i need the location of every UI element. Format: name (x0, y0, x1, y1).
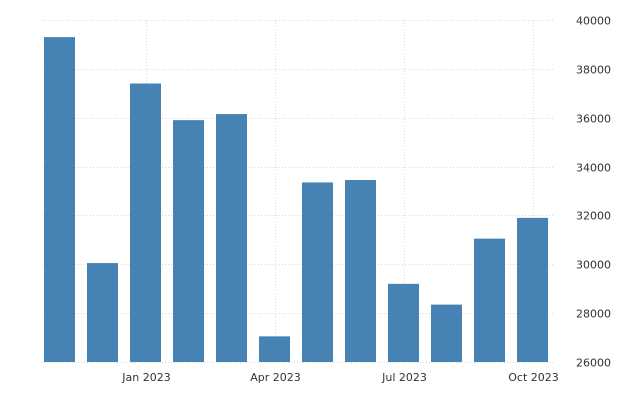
bar-2023-10 (517, 217, 548, 362)
x-tick-label: Jan 2023 (121, 371, 170, 384)
x-axis-labels: Jan 2023 Apr 2023 Jul 2023 Oct 2023 (121, 371, 558, 384)
bar-2022-11 (44, 37, 75, 362)
y-tick-label: 34000 (576, 162, 611, 175)
y-tick-label: 40000 (576, 15, 611, 28)
bar-2023-06 (345, 180, 376, 362)
y-tick-label: 38000 (576, 64, 611, 77)
bar-2023-08 (431, 304, 462, 362)
y-tick-label: 36000 (576, 113, 611, 126)
bars (44, 37, 548, 363)
bar-2023-04 (259, 336, 290, 362)
x-tick-label: Apr 2023 (250, 371, 301, 384)
bar-2023-07 (388, 283, 419, 362)
bar-2023-02 (173, 120, 204, 363)
bar-2023-09 (474, 238, 505, 362)
y-tick-label: 32000 (576, 210, 611, 223)
bar-2023-05 (302, 182, 333, 362)
bar-2023-03 (216, 114, 247, 362)
y-axis-labels: 26000 28000 30000 32000 34000 36000 38000 40000 (576, 15, 611, 370)
bar-2023-01 (130, 83, 161, 362)
y-tick-label: 30000 (576, 259, 611, 272)
bar-2022-12 (87, 263, 118, 362)
y-tick-label: 28000 (576, 308, 611, 321)
y-tick-label: 26000 (576, 357, 611, 370)
x-tick-label: Jul 2023 (381, 371, 427, 384)
x-tick-label: Oct 2023 (508, 371, 559, 384)
